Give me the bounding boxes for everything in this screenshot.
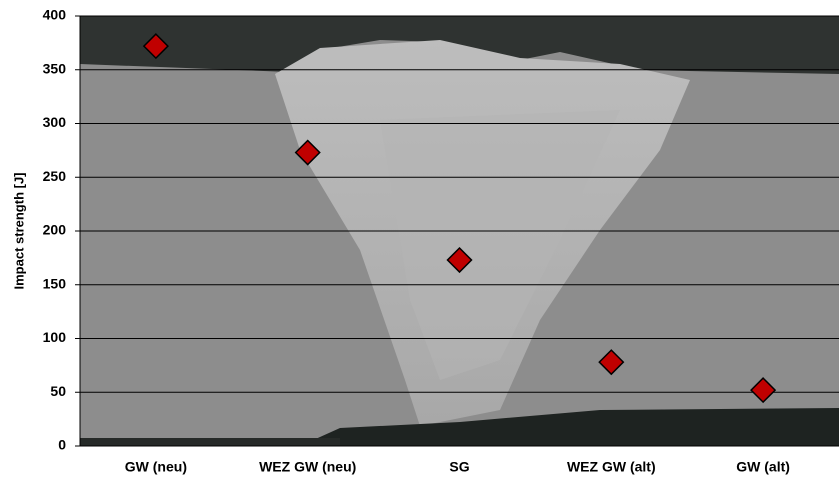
y-tick-label: 0 <box>58 437 66 453</box>
x-tick-label: SG <box>449 459 469 475</box>
y-tick-label: 100 <box>43 329 67 345</box>
x-tick-label: GW (alt) <box>736 459 790 475</box>
chart: Impact strength [J] 0 50 100 150 200 250 300 35… <box>0 0 839 483</box>
y-tick-label: 300 <box>43 114 67 130</box>
y-tick-label: 200 <box>43 222 67 238</box>
y-tick-label: 250 <box>43 168 67 184</box>
y-tick-label: 400 <box>43 7 67 23</box>
y-tick-label: 350 <box>43 60 67 76</box>
y-axis-label: Impact strength [J] <box>11 172 26 289</box>
y-tick-label: 50 <box>50 383 66 399</box>
x-tick-label: GW (neu) <box>125 459 187 475</box>
y-tick-label: 150 <box>43 275 67 291</box>
x-tick-label: WEZ GW (alt) <box>567 459 656 475</box>
x-tick-label: WEZ GW (neu) <box>259 459 356 475</box>
